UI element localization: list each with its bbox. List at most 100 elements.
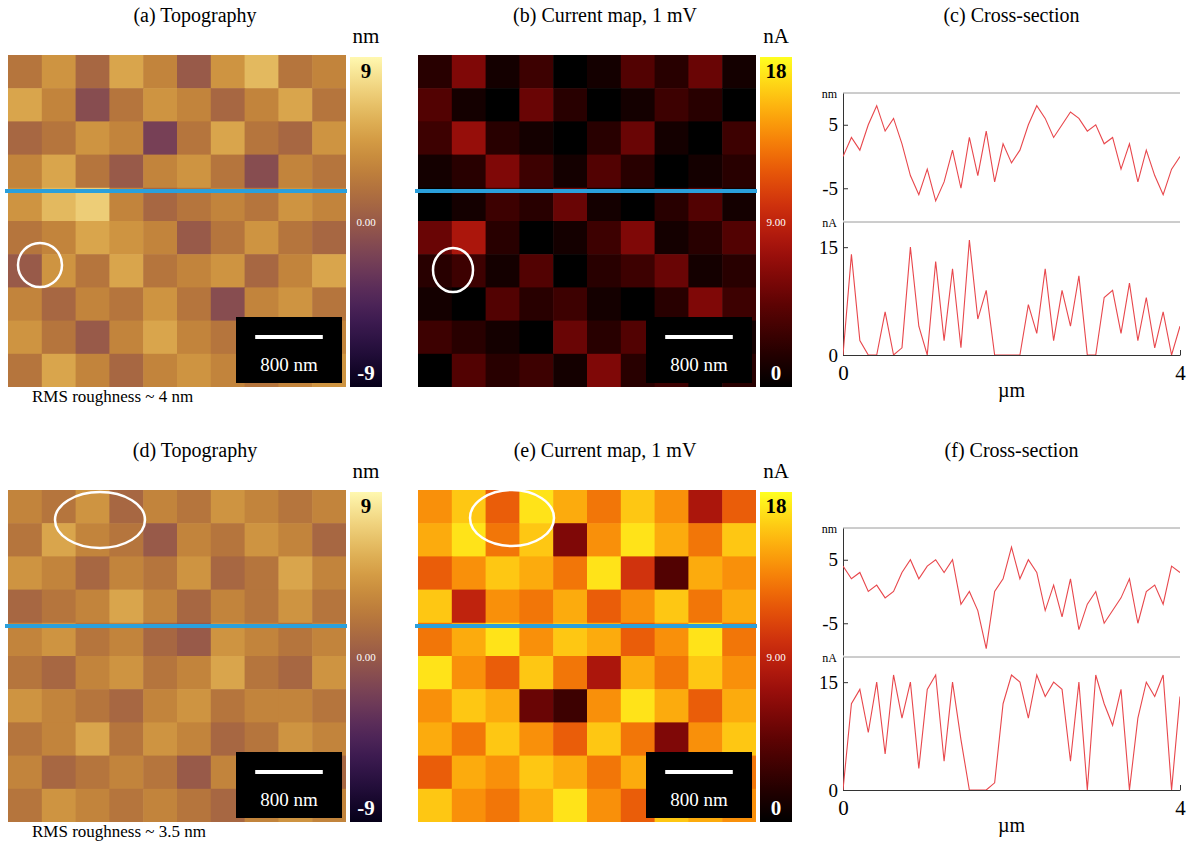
tick-label: -5 xyxy=(822,178,838,199)
heatmap-cell xyxy=(278,722,312,756)
y-axis-title: nA xyxy=(822,651,837,665)
heatmap-cell xyxy=(452,221,486,255)
colorbar-title: nm xyxy=(353,459,380,483)
heatmap-cell xyxy=(143,656,177,690)
tick: 0 xyxy=(838,350,849,385)
tick-mark xyxy=(1180,785,1181,790)
heatmap-cell xyxy=(143,155,177,189)
heatmap-cell xyxy=(245,656,279,690)
heatmap-cell xyxy=(245,55,279,89)
heatmap-cell xyxy=(109,321,143,355)
heatmap-cell xyxy=(177,55,211,89)
colorbar-ramp xyxy=(350,57,382,387)
heatmap-cells xyxy=(8,55,346,387)
colorbar-ramp xyxy=(350,492,382,822)
heatmap-cell xyxy=(76,590,110,624)
tick-label: 4 xyxy=(1175,796,1186,820)
heatmap-cell xyxy=(486,121,520,155)
heatmap-cell xyxy=(278,155,312,189)
tick: 5 xyxy=(829,549,849,570)
heatmap-cell xyxy=(109,354,143,387)
heatmap-cell xyxy=(42,321,76,355)
heatmap-cell xyxy=(553,354,587,387)
colorbar: 90.00-9nm xyxy=(350,459,382,822)
panel-title: (e) Current map, 1 mV xyxy=(514,439,697,462)
heatmap-cell xyxy=(452,556,486,590)
heatmap-cell xyxy=(688,490,722,524)
heatmap-cell xyxy=(143,590,177,624)
heatmap-cell xyxy=(76,321,110,355)
panel-title: (c) Cross-section xyxy=(943,4,1079,27)
highlight-ellipse xyxy=(55,492,145,548)
heatmap-cell xyxy=(418,287,452,321)
heatmap-cell xyxy=(587,55,621,89)
annotation: RMS roughness ~ 3.5 nm xyxy=(32,822,206,841)
heatmap-cell xyxy=(245,523,279,557)
heatmap-cell xyxy=(312,254,346,288)
heatmap-cell xyxy=(8,55,42,89)
colorbar-tick-label: -9 xyxy=(357,796,375,820)
heatmap-cell xyxy=(722,88,756,122)
heatmap-cell xyxy=(418,155,452,189)
heatmap-cell xyxy=(587,523,621,557)
heatmap-cell xyxy=(177,354,211,387)
heatmap-cell xyxy=(143,689,177,723)
scale-bar-label: 800 nm xyxy=(260,789,318,810)
annotation: RMS roughness ~ 4 nm xyxy=(32,387,193,406)
heatmap-cell xyxy=(486,590,520,624)
heatmap-cell xyxy=(418,590,452,624)
heatmap-cell xyxy=(245,490,279,524)
heatmap-cell xyxy=(177,490,211,524)
heatmap-cell xyxy=(245,121,279,155)
data-line xyxy=(843,675,1180,790)
colorbar-tick-label: 9.00 xyxy=(766,216,786,228)
heatmap-cell xyxy=(109,55,143,89)
heatmap-cell xyxy=(211,254,245,288)
cross-section-marker xyxy=(415,624,757,628)
heatmap-cell xyxy=(76,254,110,288)
heatmap-cell xyxy=(655,722,689,756)
axis-line xyxy=(843,223,844,356)
tick-label: -5 xyxy=(822,613,838,634)
colorbar-tick-label: 9 xyxy=(361,59,372,83)
heatmap-cell xyxy=(621,689,655,723)
heatmap-cell xyxy=(688,155,722,189)
heatmap-cell xyxy=(245,287,279,321)
heatmap-cell xyxy=(245,88,279,122)
heatmap-cell xyxy=(553,656,587,690)
heatmap-cell xyxy=(8,88,42,122)
tick-label: 15 xyxy=(819,237,838,258)
heatmap-cell xyxy=(452,121,486,155)
heatmap-cell xyxy=(418,756,452,790)
colorbar-ramp xyxy=(760,57,792,387)
heatmap-cell xyxy=(42,121,76,155)
heatmap-cell xyxy=(519,155,553,189)
heatmap-cell xyxy=(722,55,756,89)
heatmap-cell xyxy=(452,155,486,189)
heatmap-cell xyxy=(143,221,177,255)
heatmap-cell xyxy=(418,556,452,590)
scale-bar xyxy=(255,335,323,339)
heatmap-cell xyxy=(519,354,553,387)
heatmap-cell xyxy=(621,254,655,288)
heatmap-cell xyxy=(312,590,346,624)
heatmap-cell xyxy=(109,756,143,790)
heatmap-cell xyxy=(177,689,211,723)
heatmap-cell xyxy=(722,590,756,624)
heatmap-cell xyxy=(621,88,655,122)
plot-frame-top xyxy=(843,528,1180,529)
heatmap-cell xyxy=(519,789,553,822)
heatmap-cell xyxy=(621,590,655,624)
heatmap-cell xyxy=(42,556,76,590)
lines xyxy=(843,240,1180,355)
heatmap-cell xyxy=(553,287,587,321)
heatmap-cell xyxy=(418,689,452,723)
heatmap-cell xyxy=(587,689,621,723)
heatmap-cell xyxy=(621,121,655,155)
heatmap-cell xyxy=(587,656,621,690)
heatmap-cell xyxy=(109,789,143,822)
heatmap-cell xyxy=(143,321,177,355)
heatmap-cell xyxy=(418,656,452,690)
tick-mark xyxy=(843,125,848,126)
heatmap-cell xyxy=(177,556,211,590)
